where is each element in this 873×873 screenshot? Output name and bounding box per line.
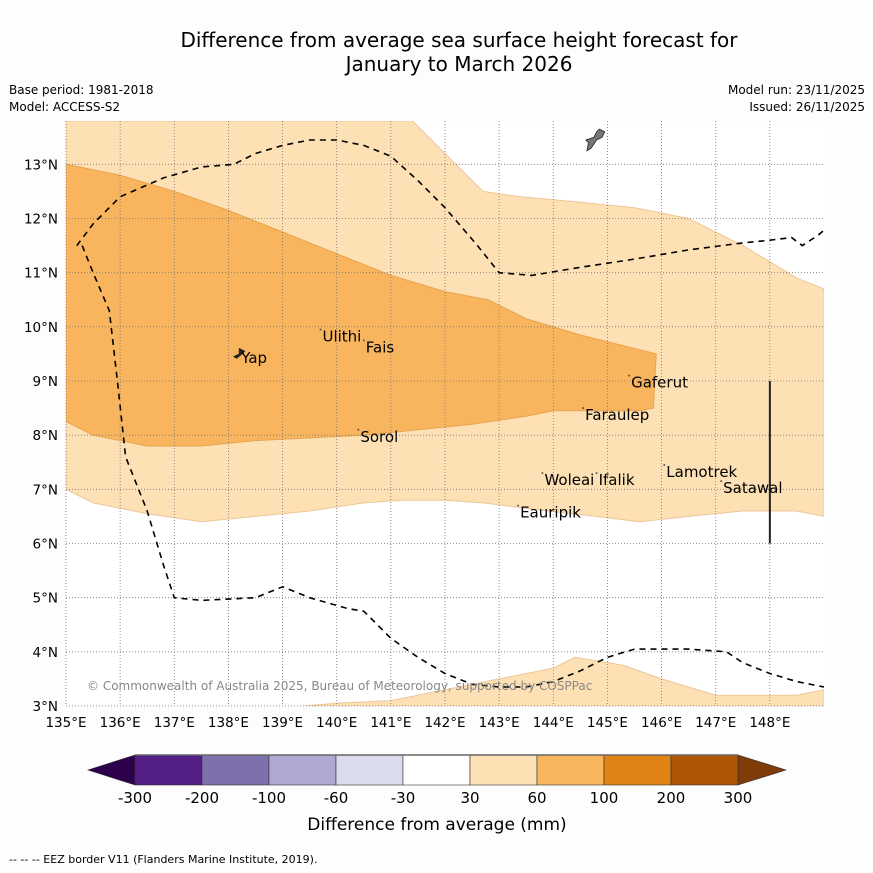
title-line-2: January to March 2026 bbox=[345, 52, 573, 76]
region-60-100mm bbox=[66, 163, 657, 447]
y-tick-label: 5°N bbox=[33, 591, 58, 607]
x-tick-label: 148°E bbox=[749, 715, 790, 731]
place-label: Faraulep bbox=[585, 406, 649, 424]
anomaly-regions bbox=[66, 121, 824, 706]
y-tick-label: 12°N bbox=[24, 212, 58, 228]
colorbar-swatch bbox=[603, 754, 672, 786]
colorbar-tick-label: -100 bbox=[252, 789, 286, 807]
x-tick-label: 136°E bbox=[100, 715, 141, 731]
place-label: Fais bbox=[366, 338, 395, 356]
x-tick-label: 145°E bbox=[587, 715, 628, 731]
colorbar-swatch bbox=[268, 754, 337, 786]
place-marker bbox=[663, 464, 666, 466]
model-name: Model: ACCESS-S2 bbox=[9, 100, 121, 114]
colorbar-tick-label: -200 bbox=[185, 789, 219, 807]
colorbar-tick-label: 100 bbox=[590, 789, 619, 807]
place-label: Eauripik bbox=[520, 504, 581, 522]
place-marker bbox=[628, 374, 630, 377]
x-tick-label: 141°E bbox=[370, 715, 411, 731]
model-run: Model run: 23/11/2025 bbox=[727, 83, 865, 97]
graticule bbox=[65, 121, 824, 707]
issued-date: Issued: 26/11/2025 bbox=[749, 100, 865, 114]
colorbar-swatch bbox=[670, 754, 739, 786]
x-tick-label: 142°E bbox=[424, 715, 465, 731]
y-tick-label: 8°N bbox=[33, 428, 58, 444]
colorbar-legend: -300 -200 -100 -60 -30 30 60 100 200 300 bbox=[87, 754, 788, 807]
place-marker bbox=[582, 407, 584, 409]
place-label: Lamotrek bbox=[666, 463, 737, 481]
colorbar-tick-label: 200 bbox=[657, 789, 686, 807]
title-line-1: Difference from average sea surface heig… bbox=[180, 28, 738, 52]
eez-footnote: -- -- -- EEZ border V11 (Flanders Marine… bbox=[9, 853, 318, 866]
base-period: Base period: 1981-2018 bbox=[9, 83, 154, 97]
y-tick-label: 4°N bbox=[33, 645, 58, 661]
place-marker bbox=[541, 472, 544, 474]
colorbar-swatch bbox=[134, 754, 203, 786]
eez-border bbox=[76, 139, 824, 688]
place-label: Satawal bbox=[723, 479, 782, 497]
x-tick-label: 139°E bbox=[262, 715, 303, 731]
colorbar-swatch bbox=[536, 754, 605, 786]
x-axis-ticks: 135°E 136°E 137°E 138°E 139°E 140°E 141°E 142°E… bbox=[45, 715, 790, 731]
y-tick-label: 9°N bbox=[33, 374, 58, 390]
place-labels: Yap Ulithi Fais Sorol Gaferut Faraulep Woleai I… bbox=[238, 328, 783, 522]
colorbar-swatch bbox=[402, 754, 471, 786]
x-tick-label: 137°E bbox=[154, 715, 195, 731]
eez-border-line bbox=[76, 139, 824, 277]
place-label: Yap bbox=[240, 349, 267, 367]
y-tick-label: 13°N bbox=[24, 157, 58, 173]
x-tick-label: 138°E bbox=[208, 715, 249, 731]
place-label: Ifalik bbox=[599, 471, 635, 489]
copyright-text: © Commonwealth of Australia 2025, Bureau… bbox=[87, 679, 592, 693]
colorbar-swatch bbox=[469, 754, 538, 786]
y-tick-label: 10°N bbox=[24, 320, 58, 336]
place-marker bbox=[362, 339, 365, 342]
x-tick-label: 147°E bbox=[695, 715, 736, 731]
place-marker bbox=[517, 504, 519, 507]
colorbar-tick-label: 300 bbox=[724, 789, 753, 807]
legend-title: Difference from average (mm) bbox=[307, 815, 566, 835]
y-tick-label: 6°N bbox=[33, 537, 58, 553]
meta-left: Base period: 1981-2018 Model: ACCESS-S2 bbox=[9, 82, 154, 116]
place-marker bbox=[319, 328, 322, 331]
x-tick-label: 144°E bbox=[533, 715, 574, 731]
x-tick-label: 135°E bbox=[45, 715, 86, 731]
place-label: Sorol bbox=[360, 428, 398, 446]
place-marker bbox=[238, 350, 241, 353]
eez-border-line bbox=[81, 245, 824, 688]
colorbar-under-arrow bbox=[87, 754, 136, 786]
y-tick-label: 7°N bbox=[33, 482, 58, 498]
colorbar-tick-label: 60 bbox=[527, 789, 546, 807]
y-axis-ticks: 3°N 4°N 5°N 6°N 7°N 8°N 9°N 10°N 11°N 12°N 13°N bbox=[24, 157, 58, 715]
colorbar-tick-label: -300 bbox=[118, 789, 152, 807]
region-30-60mm-south bbox=[304, 656, 824, 706]
colorbar-tick-label: 30 bbox=[460, 789, 479, 807]
place-label: Woleai bbox=[544, 471, 594, 489]
colorbar-swatch bbox=[335, 754, 404, 786]
colorbar-tick-label: -60 bbox=[324, 789, 349, 807]
colorbar-tick-label: -30 bbox=[391, 789, 416, 807]
guam-land bbox=[585, 128, 606, 152]
place-marker bbox=[720, 480, 722, 483]
yap-island-land bbox=[232, 347, 246, 359]
x-tick-label: 143°E bbox=[479, 715, 520, 731]
y-tick-label: 3°N bbox=[33, 699, 58, 715]
meta-right: Model run: 23/11/2025 Issued: 26/11/2025 bbox=[728, 82, 865, 116]
x-tick-label: 146°E bbox=[641, 715, 682, 731]
map-title: Difference from average sea surface heig… bbox=[0, 28, 873, 76]
colorbar-over-arrow bbox=[737, 754, 788, 786]
place-marker bbox=[595, 472, 598, 474]
place-marker bbox=[357, 428, 360, 431]
colorbar-swatch bbox=[201, 754, 270, 786]
y-tick-label: 11°N bbox=[24, 266, 58, 282]
land-masses bbox=[232, 128, 606, 359]
place-label: Gaferut bbox=[631, 374, 688, 392]
x-tick-label: 140°E bbox=[316, 715, 357, 731]
place-label: Ulithi bbox=[322, 328, 361, 346]
